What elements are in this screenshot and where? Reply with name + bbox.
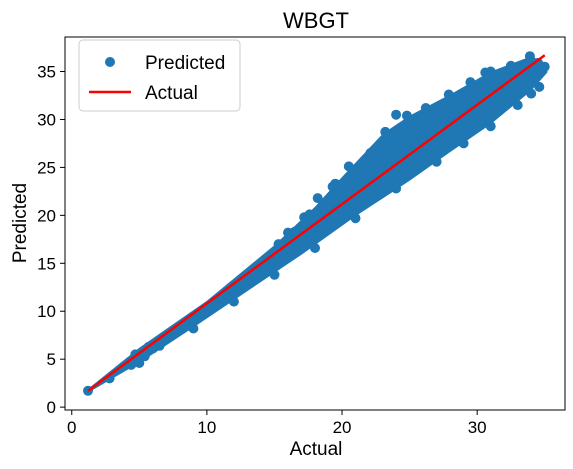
scatter-point <box>228 296 239 307</box>
scatter-point <box>431 123 442 134</box>
data-layer <box>83 51 550 396</box>
scatter-point <box>208 299 219 310</box>
scatter-point <box>330 178 341 189</box>
scatter-point <box>273 239 284 250</box>
y-tick-label: 0 <box>47 398 56 417</box>
scatter-point <box>380 126 391 137</box>
x-tick-label: 0 <box>67 418 76 437</box>
y-tick-label: 20 <box>37 206 56 225</box>
scatter-point <box>312 193 323 204</box>
scatter-point <box>431 156 442 167</box>
scatter-point <box>350 213 361 224</box>
scatter-point <box>526 88 537 99</box>
scatter-point <box>505 60 516 71</box>
scatter-point <box>512 100 523 111</box>
scatter-point <box>443 89 454 100</box>
scatter-point <box>134 358 145 368</box>
scatter-point <box>524 51 535 62</box>
scatter-point <box>365 148 376 158</box>
scatter-point <box>401 110 412 121</box>
scatter-point <box>445 112 456 123</box>
scatter-point <box>485 121 496 132</box>
scatter-point <box>458 138 469 149</box>
scatter-point <box>343 161 354 172</box>
scatter-point <box>391 109 402 120</box>
x-tick-label: 30 <box>468 418 487 437</box>
scatter-point <box>539 61 550 72</box>
scatter-point <box>391 183 402 194</box>
scatter-point <box>391 156 402 167</box>
scatter-point <box>289 226 300 237</box>
y-tick-label: 25 <box>37 158 56 177</box>
y-tick-label: 35 <box>37 63 56 82</box>
scatter-point <box>310 243 320 253</box>
scatter-point <box>139 351 150 362</box>
actual-line <box>87 54 546 392</box>
legend: Predicted Actual <box>78 39 241 112</box>
x-axis-label: Actual <box>290 439 343 460</box>
scatter-point <box>465 96 476 107</box>
x-tick-label: 10 <box>197 418 216 437</box>
axes-layer: 0 10 20 30 0 5 10 15 20 25 30 35 <box>37 36 566 437</box>
y-tick-label: 10 <box>37 302 56 321</box>
scatter-point <box>304 209 315 220</box>
scatter-point <box>420 103 431 113</box>
y-tick-label: 5 <box>47 350 56 369</box>
legend-label-actual: Actual <box>145 83 198 104</box>
scatter-point <box>154 340 165 351</box>
chart-title: WBGT <box>283 8 349 33</box>
y-axis-label: Predicted <box>10 183 31 263</box>
y-tick-label: 15 <box>37 254 56 273</box>
scatter-point <box>451 106 462 117</box>
scatter-point <box>188 323 199 334</box>
scatter-point <box>485 66 496 77</box>
x-tick-label: 20 <box>333 418 352 437</box>
y-tick-label: 30 <box>37 110 56 129</box>
scatter-point <box>534 81 545 92</box>
legend-label-predicted: Predicted <box>145 53 225 74</box>
scatter-point <box>269 269 280 280</box>
plot-frame <box>64 36 566 411</box>
scatter-point <box>228 285 239 296</box>
scatter-point <box>465 77 476 88</box>
legend-scatter-marker <box>105 57 115 67</box>
